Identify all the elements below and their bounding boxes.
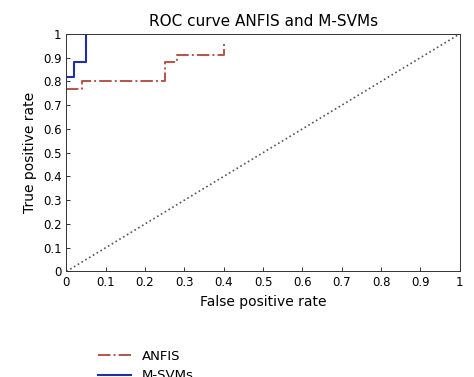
Y-axis label: True positive rate: True positive rate [23,92,37,213]
Title: ROC curve ANFIS and M-SVMs: ROC curve ANFIS and M-SVMs [148,14,378,29]
X-axis label: False positive rate: False positive rate [200,295,326,309]
Legend: ANFIS, M-SVMs: ANFIS, M-SVMs [92,345,199,377]
